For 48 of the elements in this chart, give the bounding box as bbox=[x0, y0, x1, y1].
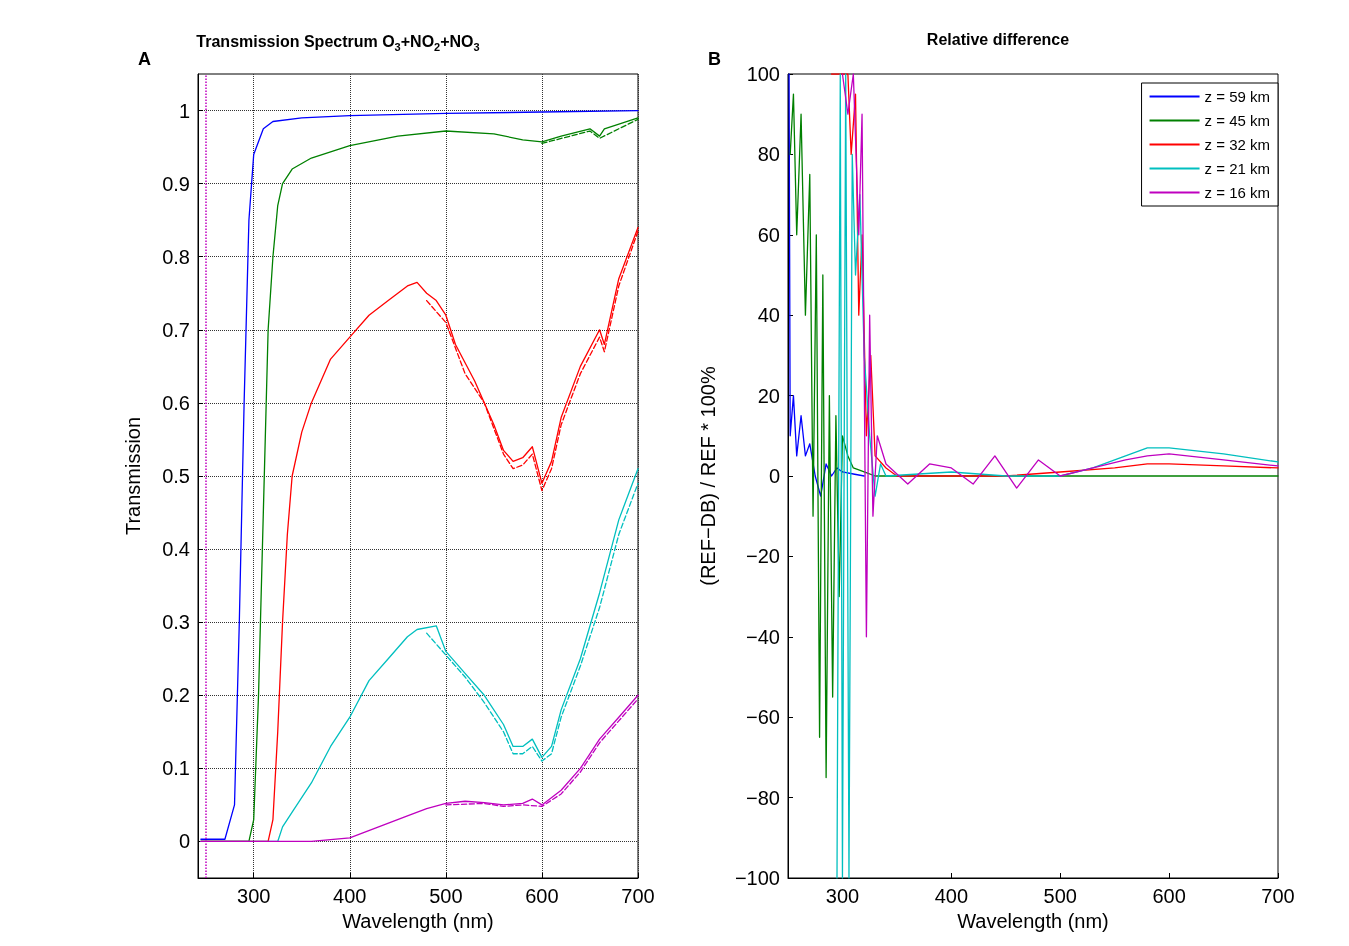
y-tick-label: 60 bbox=[757, 223, 780, 246]
legend-label: z = 32 km bbox=[1204, 136, 1271, 153]
y-tick-label: 20 bbox=[757, 384, 780, 407]
y-tick-label: −20 bbox=[746, 545, 780, 568]
y-tick-label: 0.8 bbox=[162, 245, 190, 268]
x-tick-label: 600 bbox=[1152, 885, 1186, 907]
y-tick-label: −40 bbox=[746, 625, 780, 648]
y-tick-label: 0.2 bbox=[162, 684, 190, 707]
x-tick-label: 300 bbox=[825, 885, 860, 907]
line-series bbox=[789, 93, 1279, 779]
x-tick-label: 700 bbox=[621, 885, 655, 907]
x-tick-label: 400 bbox=[934, 885, 969, 907]
x-axis-title: Wavelength (nm) bbox=[957, 909, 1109, 932]
legend-label: z = 21 km bbox=[1204, 160, 1271, 177]
line-series bbox=[788, 73, 865, 497]
line-series bbox=[836, 73, 1279, 879]
y-tick-label: −100 bbox=[734, 867, 780, 889]
y-tick-label: 80 bbox=[757, 143, 780, 166]
x-tick-label: 500 bbox=[1043, 885, 1077, 907]
y-tick-label: 0 bbox=[178, 830, 190, 853]
y-tick-label: −80 bbox=[746, 786, 780, 809]
y-tick-label: 0.1 bbox=[162, 757, 190, 780]
y-tick-label: 0.3 bbox=[162, 611, 190, 634]
y-tick-label: 0.4 bbox=[162, 538, 190, 561]
y-tick-label: 40 bbox=[757, 304, 780, 327]
y-tick-label: 0.9 bbox=[162, 172, 190, 195]
legend-label: z = 16 km bbox=[1204, 184, 1271, 201]
x-axis-title: Wavelength (nm) bbox=[342, 909, 494, 932]
y-axis-title: (REF−DB) / REF * 100% bbox=[697, 366, 719, 586]
chart-title: Relative difference bbox=[926, 30, 1070, 48]
x-tick-label: 600 bbox=[525, 885, 559, 907]
y-tick-label: 1 bbox=[178, 99, 190, 122]
legend-label: z = 45 km bbox=[1204, 112, 1271, 129]
y-tick-label: 100 bbox=[746, 63, 780, 85]
x-tick-label: 400 bbox=[333, 885, 367, 907]
text: B bbox=[708, 49, 721, 69]
x-tick-label: 500 bbox=[429, 885, 463, 907]
text: A bbox=[138, 49, 151, 69]
x-tick-label: 700 bbox=[1261, 885, 1295, 907]
y-tick-label: −60 bbox=[746, 706, 780, 729]
y-tick-label: 0 bbox=[768, 465, 780, 487]
y-axis-title: Transmission bbox=[122, 416, 144, 536]
legend-label: z = 59 km bbox=[1204, 88, 1271, 105]
y-tick-label: 0.7 bbox=[162, 318, 190, 341]
y-tick-label: 0.6 bbox=[162, 391, 190, 414]
x-tick-label: 300 bbox=[237, 885, 271, 907]
y-tick-label: 0.5 bbox=[162, 465, 190, 487]
line-series bbox=[841, 73, 1279, 638]
